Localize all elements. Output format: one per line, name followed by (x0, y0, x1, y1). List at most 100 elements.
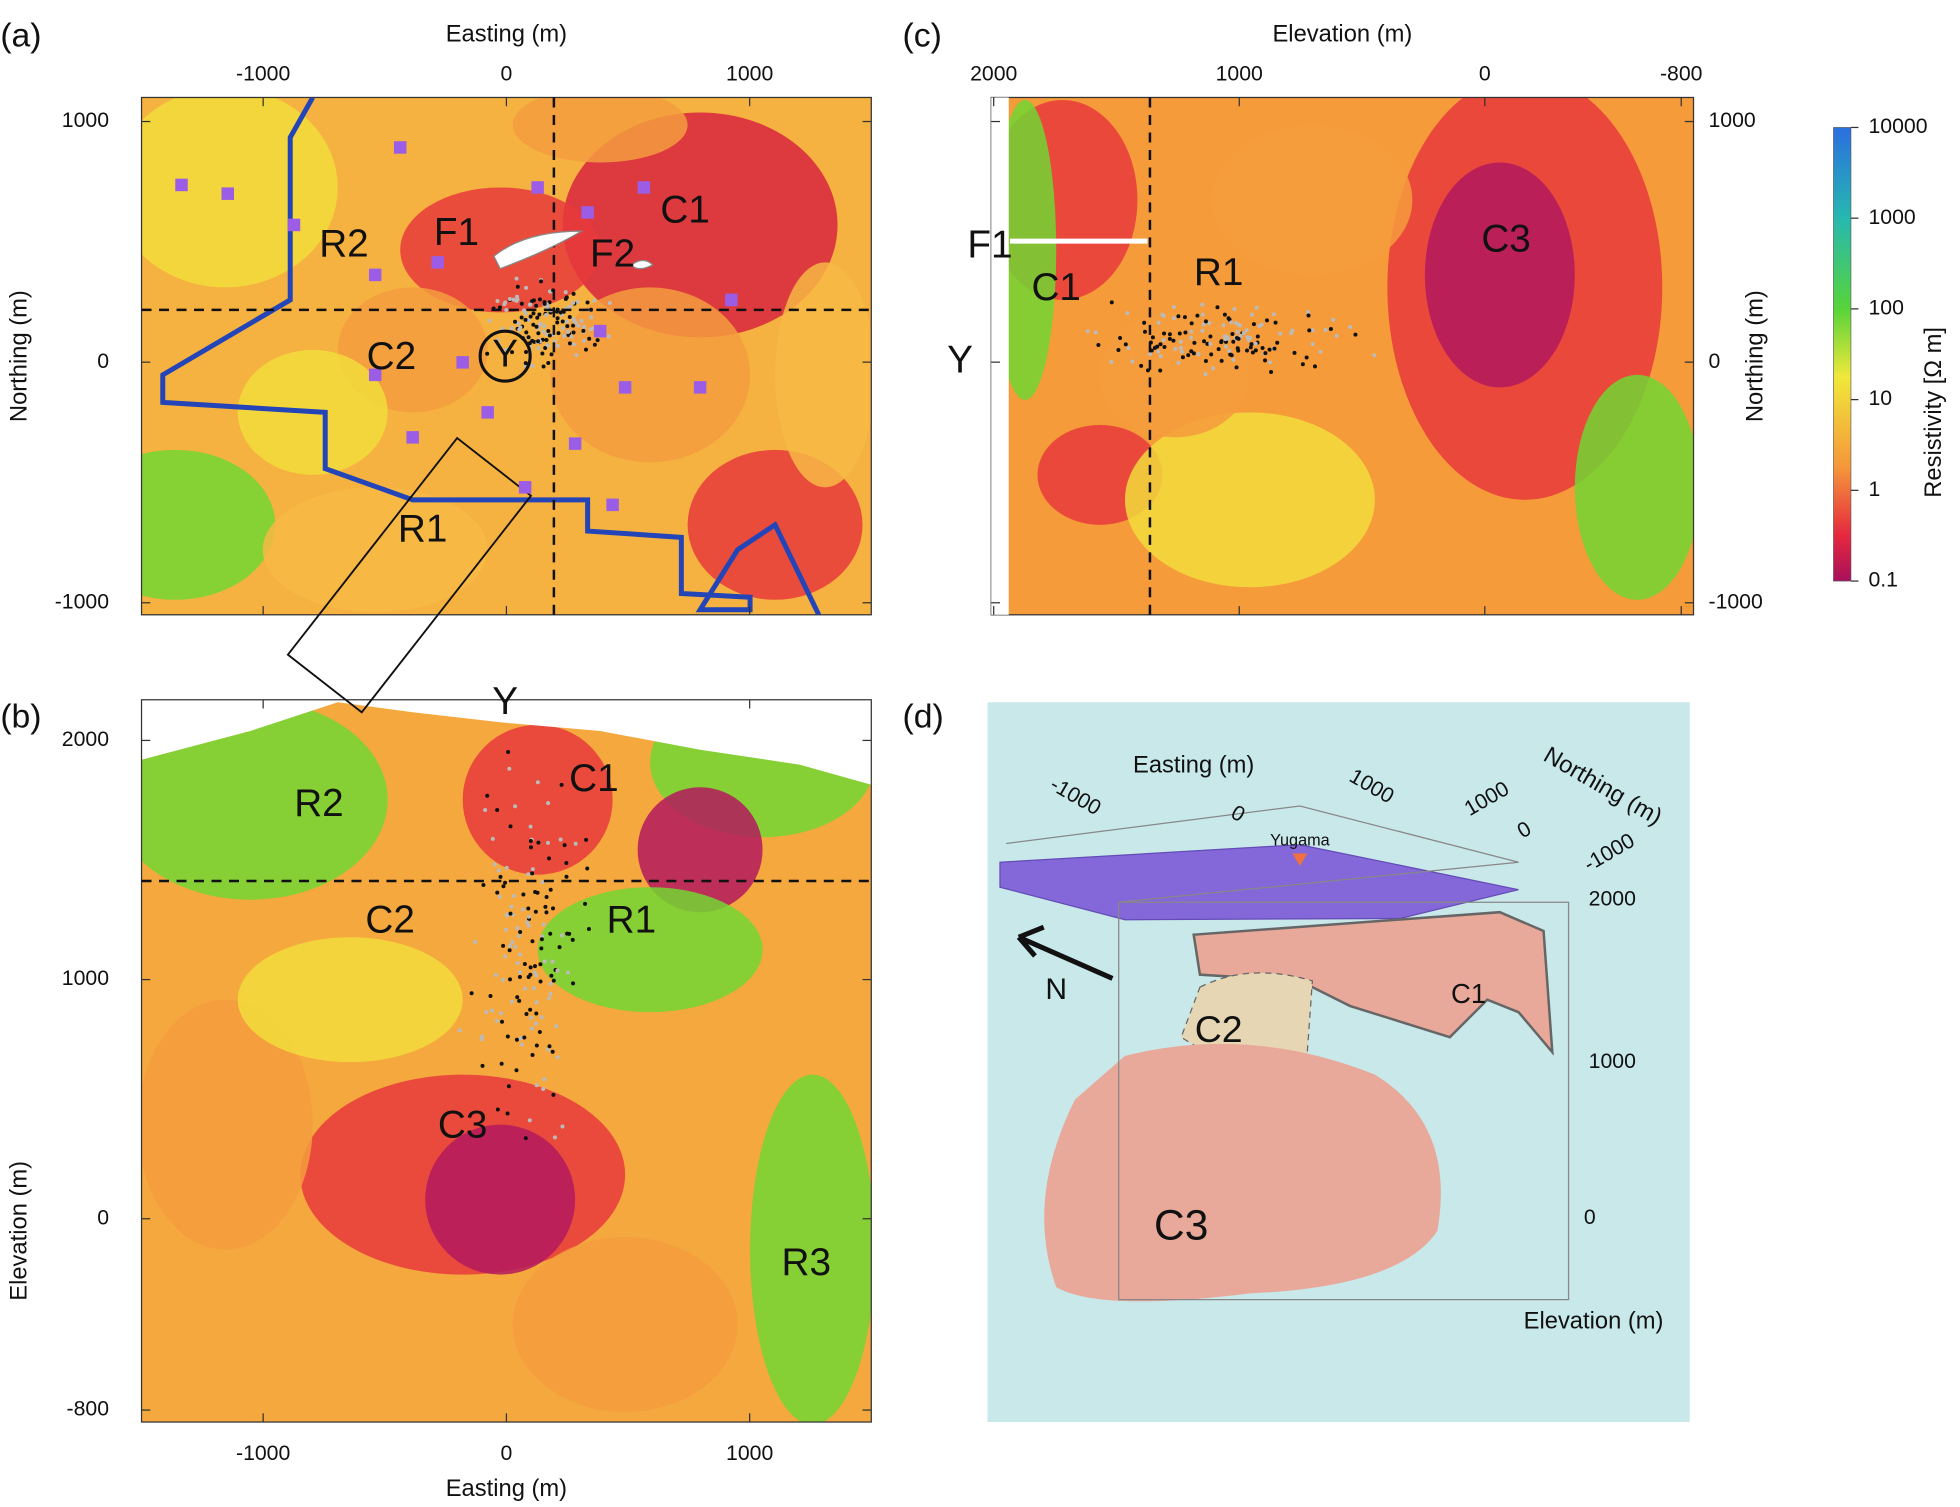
annotation: R3 (782, 1241, 832, 1284)
hypocenter (1085, 329, 1090, 334)
hypocenter (544, 910, 549, 915)
hypocenter (519, 301, 524, 306)
hypocenter (529, 1015, 534, 1020)
x-axis-label: Easting (m) (1133, 752, 1254, 778)
tick-label: -1000 (55, 589, 109, 613)
hypocenter (555, 1055, 560, 1060)
hypocenter (515, 297, 520, 302)
hypocenter (592, 298, 597, 303)
hypocenter (524, 285, 529, 290)
hypocenter (1109, 360, 1114, 365)
hypocenter (504, 308, 509, 313)
hypocenter (551, 1092, 556, 1097)
resistivity-zone (1574, 374, 1694, 600)
annotation: C2 (365, 898, 414, 941)
hypocenter (530, 363, 535, 368)
hypocenter (518, 952, 523, 957)
hypocenter (549, 352, 554, 357)
tick-label: 0 (1709, 349, 1721, 373)
hypocenter (1310, 342, 1315, 347)
hypocenter (540, 880, 545, 885)
hypocenter (493, 972, 498, 977)
hypocenter (481, 883, 486, 888)
hypocenter (554, 309, 559, 314)
resistivity-zone (750, 1074, 872, 1423)
tick-label: -1000 (1709, 589, 1763, 613)
hypocenter (531, 311, 536, 316)
hypocenter (529, 1026, 534, 1031)
hypocenter (550, 906, 555, 911)
hypocenter (530, 867, 535, 872)
hypocenter (1234, 365, 1239, 370)
hypocenter (1200, 328, 1205, 333)
annotation: F1 (434, 211, 479, 254)
hypocenter (1203, 372, 1208, 377)
tick-label: 0 (501, 62, 513, 86)
crater-marker (478, 329, 532, 383)
hypocenter (533, 890, 538, 895)
hypocenter (1203, 319, 1208, 324)
annotation: N (1045, 973, 1067, 1006)
hypocenter (1306, 310, 1311, 315)
hypocenter (523, 361, 528, 366)
body-c3 (1044, 1043, 1441, 1302)
hypocenter (536, 840, 541, 845)
station (481, 406, 494, 419)
hypocenter (514, 276, 519, 281)
hypocenter (497, 305, 502, 310)
hypocenter (1231, 357, 1236, 362)
hypocenter (566, 332, 571, 337)
hypocenter (526, 906, 531, 911)
hypocenter (485, 351, 490, 356)
hypocenter (494, 1018, 499, 1023)
hypocenter (574, 353, 579, 358)
hypocenter (556, 331, 561, 336)
hypocenter (523, 311, 528, 316)
resistivity-zone (141, 449, 276, 600)
hypocenter (606, 334, 611, 339)
resistivity-zone (562, 112, 838, 338)
hypocenter (534, 1043, 539, 1048)
hypocenter (511, 893, 516, 898)
hypocenter (559, 933, 564, 938)
hypocenter (541, 1086, 546, 1091)
north-arrow (1016, 924, 1114, 981)
tick-label: -1000 (236, 1441, 290, 1465)
tick-label: 0 (1584, 1205, 1596, 1229)
hypocenter (1162, 331, 1167, 336)
hypocenter (513, 319, 518, 324)
hypocenter (1348, 324, 1353, 329)
hypocenter (1158, 354, 1163, 359)
hypocenter (1235, 346, 1240, 351)
colorbar-tick-label: 10000 (1868, 114, 1927, 138)
tick-label: 0 (97, 1205, 109, 1229)
hypocenter (545, 343, 550, 348)
annotation: F2 (590, 232, 635, 275)
hypocenter (1219, 339, 1224, 344)
hypocenter (1208, 341, 1213, 346)
hypocenter (583, 347, 588, 352)
hypocenter (505, 1034, 510, 1039)
y-axis-label: Northing (m) (7, 290, 33, 422)
hypocenter (528, 839, 533, 844)
hypocenter (526, 872, 531, 877)
hypocenter (516, 934, 521, 939)
hypocenter (502, 302, 507, 307)
colorbar-tick-label: 1 (1868, 477, 1880, 501)
hypocenter (473, 939, 478, 944)
hypocenter (1250, 350, 1255, 355)
station (221, 187, 234, 200)
hypocenter (1142, 320, 1147, 325)
hypocenter (1262, 358, 1267, 363)
sky (141, 699, 872, 785)
hypocenter (542, 300, 547, 305)
hypocenter (1237, 323, 1242, 328)
hypocenter (1202, 339, 1207, 344)
resistivity-zone (1424, 162, 1575, 388)
hypocenter (537, 1030, 542, 1035)
hypocenter (1221, 323, 1226, 328)
hypocenter (1188, 335, 1193, 340)
hypocenter (576, 323, 581, 328)
hypocenter (1353, 332, 1358, 337)
hypocenter (499, 1011, 504, 1016)
